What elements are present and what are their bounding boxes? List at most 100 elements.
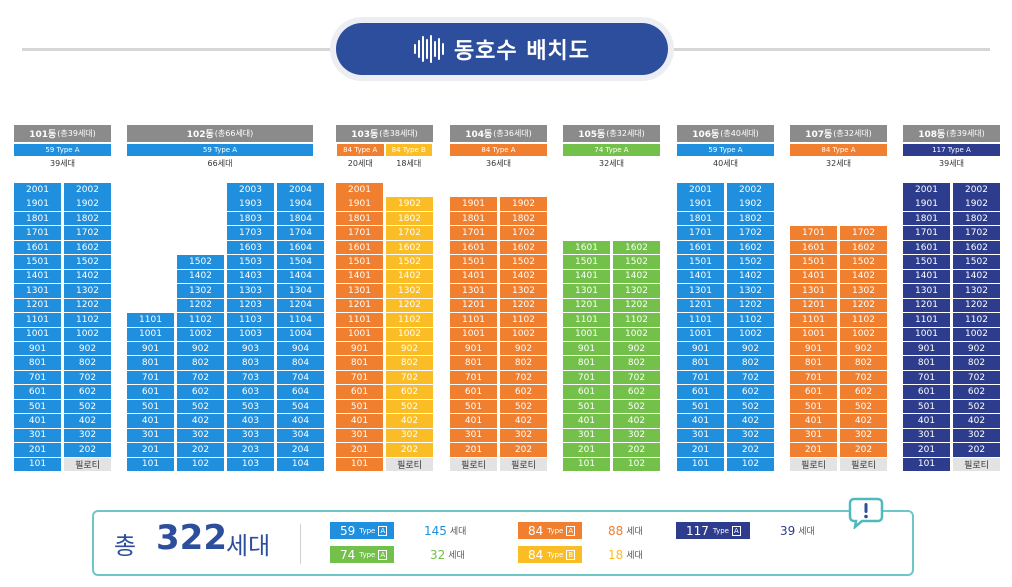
unit-cell: 102	[177, 457, 224, 472]
unit-cell: 1301	[790, 284, 837, 298]
unit-cell: 1001	[127, 327, 174, 341]
unit-cell: 1101	[336, 313, 383, 327]
unit-cell: 404	[277, 414, 324, 428]
unit-cell: 101	[14, 457, 61, 472]
unit-cell: 201	[677, 443, 724, 457]
unit-cell: 1502	[953, 255, 1000, 269]
unit-cell: 1001	[677, 327, 724, 341]
unit-cell: 101	[336, 457, 383, 472]
unit-cell: 602	[64, 385, 111, 399]
unit-cell: 2001	[903, 183, 950, 197]
unit-cell: 1502	[386, 255, 433, 269]
unit-cell: 502	[500, 399, 547, 414]
page-title: 동호수 배치도	[453, 39, 591, 64]
unit-cell: 402	[64, 414, 111, 428]
sound-wave-icon	[413, 35, 444, 63]
unit-cell: 401	[677, 414, 724, 428]
building-2: 102동 (총66세대) 59 Type A 66세대	[127, 125, 313, 475]
unit-cell: 501	[790, 399, 837, 414]
unit-cell: 501	[677, 399, 724, 414]
unit-cell: 1601	[450, 240, 497, 255]
unit-cell: 1101	[14, 313, 61, 327]
unit-cell: 1302	[840, 284, 887, 298]
unit-cell: 402	[953, 414, 1000, 428]
unit-cell: 1502	[840, 255, 887, 269]
unit-cell: 302	[840, 428, 887, 443]
unit-cell: 1102	[386, 313, 433, 327]
unit-cell: 602	[177, 385, 224, 399]
unit-cell: 901	[563, 341, 610, 356]
unit-cell: 1401	[677, 269, 724, 284]
building-name: 108동	[918, 130, 946, 140]
unit-cell: 602	[500, 385, 547, 399]
unit-cell: 2002	[727, 183, 774, 197]
unit-cell: 602	[727, 385, 774, 399]
unit-cell: 1901	[336, 197, 383, 211]
legend-count: 145 세대	[424, 523, 467, 538]
unit-cell: 1902	[500, 197, 547, 211]
unit-count: 32세대	[599, 159, 624, 168]
legend-count: 32 세대	[430, 547, 465, 562]
unit-cell: 401	[563, 414, 610, 428]
unit-cell: 701	[336, 370, 383, 385]
unit-cell: 201	[563, 443, 610, 457]
unit-cell: 1401	[336, 269, 383, 284]
unit-cell: 701	[903, 370, 950, 385]
unit-cell: 202	[727, 443, 774, 457]
unit-cell: 101	[903, 457, 950, 472]
unit-cell: 1402	[500, 269, 547, 284]
unit-cell: 501	[14, 399, 61, 414]
unit-cell: 502	[64, 399, 111, 414]
unit-cell: 901	[14, 341, 61, 356]
unit-cell: 103	[227, 457, 274, 472]
unit-cell: 1301	[14, 284, 61, 298]
unit-count: 40세대	[713, 159, 738, 168]
building-6: 106동 (총40세대) 59 Type A 40세대	[677, 125, 774, 475]
unit-cell: 1302	[500, 284, 547, 298]
unit-cell: 1601	[790, 240, 837, 255]
unit-cell: 802	[613, 356, 660, 370]
unit-cell: 1701	[14, 226, 61, 240]
unit-cell: 1402	[727, 269, 774, 284]
unit-cell: 901	[127, 341, 174, 356]
unit-cell: 1604	[277, 240, 324, 255]
building-header: 101동 (총39세대)	[14, 125, 111, 142]
unit-cell: 202	[500, 443, 547, 457]
unit-cell: 1601	[14, 240, 61, 255]
unit-cell: 1502	[177, 255, 224, 269]
unit-cell: 801	[336, 356, 383, 370]
unit-cell: 101	[677, 457, 724, 472]
unit-cell: 603	[227, 385, 274, 399]
unit-cell: 1501	[336, 255, 383, 269]
unit-cell: 2002	[64, 183, 111, 197]
unit-cell: 1001	[336, 327, 383, 341]
unit-cell: 202	[953, 443, 1000, 457]
unit-cell: 401	[790, 414, 837, 428]
unit-cell: 1802	[500, 211, 547, 226]
unit-cell: 1001	[563, 327, 610, 341]
unit-cell: 1901	[450, 197, 497, 211]
title-area: 동호수 배치도	[0, 0, 1012, 95]
unit-cell: 1702	[64, 226, 111, 240]
unit-cell: 703	[227, 370, 274, 385]
unit-cell: 802	[64, 356, 111, 370]
unit-cell: 1102	[727, 313, 774, 327]
unit-cell: 1303	[227, 284, 274, 298]
unit-cell: 1102	[64, 313, 111, 327]
unit-cell: 301	[450, 428, 497, 443]
unit-cell: 501	[127, 399, 174, 414]
unit-cell: 201	[127, 443, 174, 457]
unit-cell: 1701	[336, 226, 383, 240]
building-header: 105동 (총32세대)	[563, 125, 660, 142]
unit-cell: 1002	[840, 327, 887, 341]
unit-cell: 1503	[227, 255, 274, 269]
unit-cell: 604	[277, 385, 324, 399]
unit-cell: 902	[64, 341, 111, 356]
type-strip: 84 Type B	[385, 144, 432, 156]
unit-cell: 1801	[336, 211, 383, 226]
unit-cell: 1401	[450, 269, 497, 284]
unit-cell: 602	[386, 385, 433, 399]
unit-cell: 502	[613, 399, 660, 414]
legend-type-84-a: 84 Type A	[518, 522, 582, 539]
unit-cell: 1203	[227, 298, 274, 313]
